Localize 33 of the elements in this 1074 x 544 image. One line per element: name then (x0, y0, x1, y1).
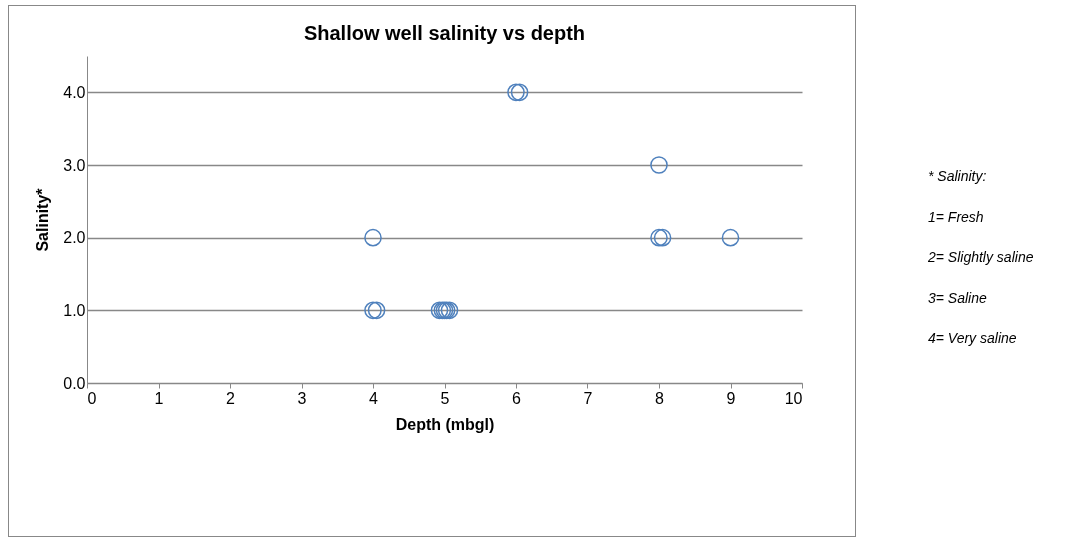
text: 4= Very saline (928, 330, 1018, 348)
point (364, 301, 382, 320)
x-tick-label: 7 (583, 389, 593, 407)
point (653, 228, 672, 247)
y-tick-label: 1.0 (63, 301, 86, 319)
chart-title: Shallow well salinity vs depth (303, 22, 586, 44)
text: * Salinity: (928, 168, 988, 186)
text: 2= Slightly saline (928, 249, 1034, 267)
x-tick-label: 2 (226, 389, 236, 407)
x-tick-label: 4 (369, 389, 379, 407)
point (367, 301, 386, 320)
point (507, 83, 525, 102)
y-axis-title: Salinity* (34, 187, 52, 252)
point (364, 228, 382, 247)
x-tick-label: 3 (297, 389, 307, 407)
point (721, 228, 740, 247)
x-tick-label: 8 (655, 389, 665, 407)
point (650, 228, 668, 247)
text: 1= Fresh (928, 208, 985, 227)
x-tick-label: 9 (726, 389, 736, 407)
y-tick-label: 3.0 (63, 156, 86, 174)
text: 3= Saline (928, 289, 988, 308)
x-tick-label: 1 (154, 389, 164, 407)
x-tick-label: 10 (784, 389, 803, 407)
x-tick-label: 6 (512, 389, 522, 407)
point (650, 156, 668, 174)
y-tick-label: 4.0 (63, 83, 86, 101)
x-axis-title: Depth (mbgl) (395, 415, 495, 433)
x-tick-label: 0 (87, 389, 97, 407)
y-tick-label: 0.0 (63, 374, 86, 392)
y-tick-label: 2.0 (63, 229, 86, 247)
x-tick-label: 5 (440, 389, 450, 407)
point (510, 83, 529, 102)
